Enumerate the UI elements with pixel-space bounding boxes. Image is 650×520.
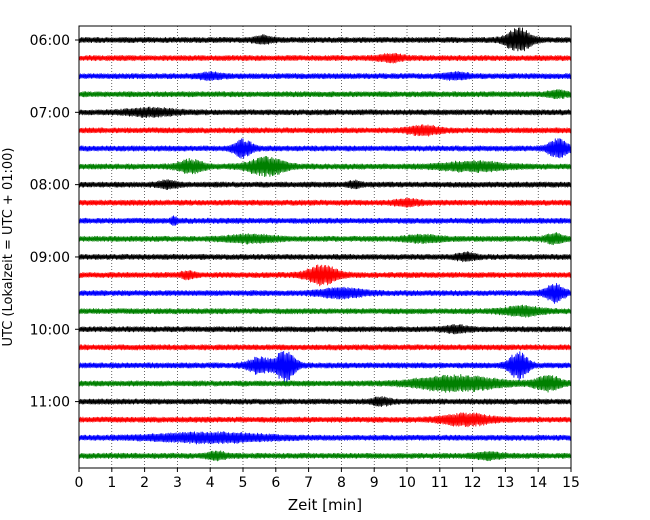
y-tick-label: 09:00 (30, 250, 70, 266)
x-tick-label: 13 (496, 475, 514, 491)
trace-layer (78, 27, 572, 462)
trace-0730 (78, 138, 572, 159)
x-tick-label: 5 (239, 475, 248, 491)
trace-1115 (78, 412, 572, 428)
x-tick-label: 6 (271, 475, 280, 491)
trace-0830 (78, 215, 572, 226)
trace-0645 (78, 89, 572, 100)
x-tick-label: 2 (140, 475, 149, 491)
trace-0945 (78, 304, 572, 318)
trace-0915 (78, 264, 572, 287)
trace-0715 (78, 124, 572, 137)
x-tick-label: 9 (370, 475, 379, 491)
trace-0845 (78, 232, 572, 246)
y-tick-label: 08:00 (30, 178, 70, 194)
y-tick-label: 06:00 (30, 33, 70, 49)
y-axis-label: UTC (Lokalzeit = UTC + 01:00) (1, 148, 16, 347)
trace-1015 (78, 344, 572, 351)
trace-0615 (78, 52, 572, 64)
x-tick-label: 4 (206, 475, 215, 491)
x-axis-ticks: 0 1 2 3 4 5 6 7 8 9 10 11 12 13 14 15 (75, 468, 580, 491)
trace-0600 (78, 27, 572, 52)
x-tick-label: 8 (337, 475, 346, 491)
y-axis-ticks: 06:00 07:00 08:00 09:00 10:00 11:00 (30, 33, 79, 411)
trace-1030 (78, 350, 572, 384)
trace-0930 (78, 282, 572, 304)
x-tick-label: 1 (107, 475, 116, 491)
x-tick-label: 3 (173, 475, 182, 491)
trace-0815 (78, 197, 572, 208)
x-tick-label: 7 (304, 475, 313, 491)
x-tick-label: 0 (75, 475, 84, 491)
y-tick-label: 07:00 (30, 105, 70, 121)
x-tick-label: 14 (529, 475, 547, 491)
trace-1145 (78, 450, 572, 462)
trace-0630 (78, 70, 572, 82)
trace-1130 (78, 431, 572, 445)
x-axis-label: Zeit [min] (288, 496, 362, 514)
y-tick-label: 10:00 (30, 322, 70, 338)
x-tick-label: 11 (431, 475, 449, 491)
y-tick-label: 11:00 (30, 395, 70, 411)
plot-frame (78, 25, 572, 469)
trace-0900 (78, 251, 572, 263)
trace-1100 (78, 396, 572, 407)
trace-1000 (78, 324, 572, 335)
trace-0800 (78, 179, 572, 190)
x-tick-label: 12 (464, 475, 482, 491)
x-tick-label: 10 (398, 475, 416, 491)
trace-1045 (78, 374, 572, 393)
trace-0700 (78, 106, 572, 118)
trace-0745 (78, 155, 572, 177)
x-tick-label: 15 (562, 475, 580, 491)
